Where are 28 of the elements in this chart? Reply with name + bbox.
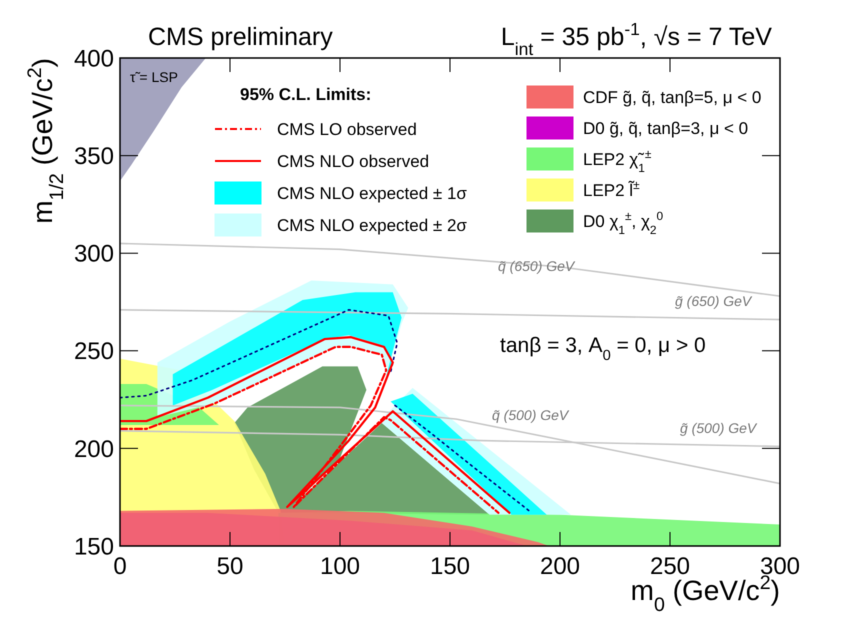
chart-title: CMS preliminary (148, 23, 334, 51)
x-tick-label: 50 (216, 553, 244, 580)
x-tick-label: 100 (320, 553, 360, 580)
annotation: q̃ (650) GeV (498, 258, 576, 274)
legend-label: CMS NLO expected ± 2σ (277, 216, 468, 235)
y-tick-label: 350 (74, 143, 114, 170)
legend-label: CDF g̃, q̃, tanβ=5, μ < 0 (583, 88, 762, 107)
legend-label: CMS LO observed (277, 120, 417, 139)
annotation: g̃ (650) GeV (675, 293, 753, 309)
x-tick-label: 250 (650, 553, 690, 580)
legend-label: D0 g̃, q̃, tanβ=3, μ < 0 (583, 119, 748, 138)
y-tick-label: 150 (74, 533, 114, 560)
annotation: τ̃ = LSP (130, 69, 178, 85)
legend-label: CMS NLO observed (277, 152, 430, 171)
x-tick-label: 0 (113, 553, 127, 580)
y-tick-label: 300 (74, 240, 114, 268)
x-tick-label: 150 (430, 553, 470, 580)
annotation: g̃ (500) GeV (680, 420, 758, 436)
x-tick-label: 200 (540, 553, 580, 580)
chart-subtitle: L$_{int}$ = 35 pb$^{-1}$, √s = 7 TeV (500, 19, 772, 59)
legend-label: CMS NLO expected ± 1σ (277, 184, 468, 203)
y-tick-label: 400 (74, 45, 114, 72)
annotation: tanβ = 3, A$_{0}$ = 0, μ > 0 (500, 334, 706, 364)
legend-label: LEP2 l̃$^{±}$ (583, 178, 640, 200)
y-tick-label: 250 (74, 338, 114, 366)
legend-title: 95% C.L. Limits: (240, 85, 372, 104)
y-tick-label: 200 (74, 436, 114, 463)
annotation: q̃ (500) GeV (492, 407, 570, 423)
